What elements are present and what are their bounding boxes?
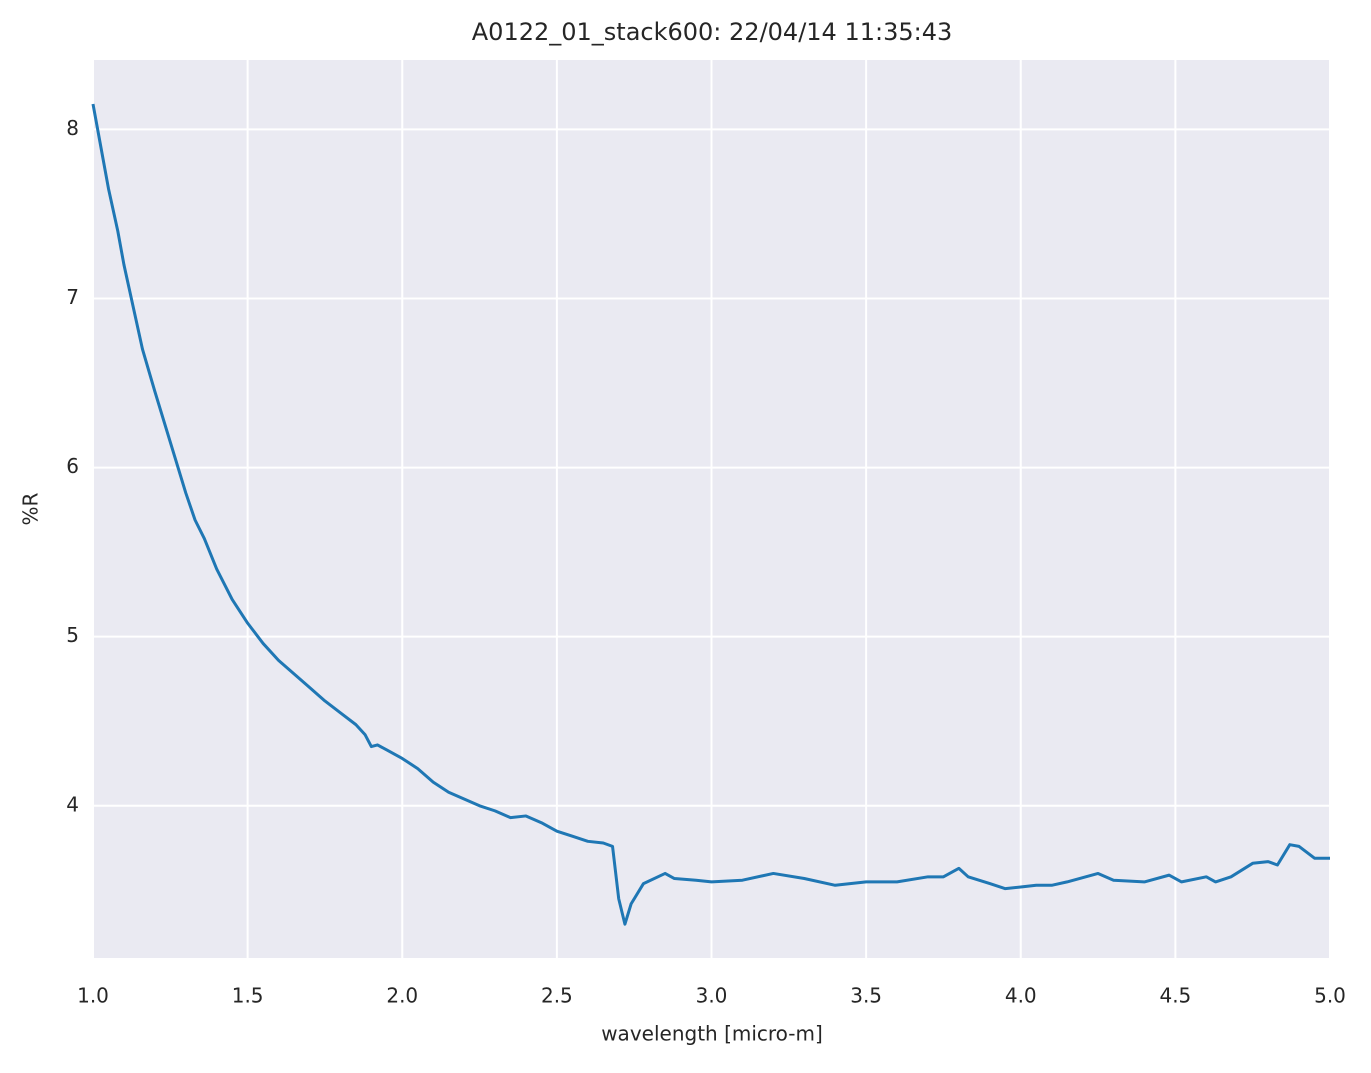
y-axis-label: %R xyxy=(19,492,43,525)
x-tick-label: 2.5 xyxy=(541,984,573,1008)
y-tick-label: 8 xyxy=(66,116,79,140)
x-tick-label: 2.0 xyxy=(386,984,418,1008)
y-tick-label: 7 xyxy=(66,285,79,309)
x-tick-label: 3.0 xyxy=(696,984,728,1008)
x-tick-label: 1.0 xyxy=(77,984,109,1008)
y-tick-label: 6 xyxy=(66,454,79,478)
x-tick-label: 3.5 xyxy=(850,984,882,1008)
x-tick-label: 5.0 xyxy=(1314,984,1346,1008)
x-tick-label: 1.5 xyxy=(232,984,264,1008)
chart-title: A0122_01_stack600: 22/04/14 11:35:43 xyxy=(472,18,952,46)
y-tick-label: 5 xyxy=(66,623,79,647)
x-tick-label: 4.5 xyxy=(1159,984,1191,1008)
line-series xyxy=(91,103,1330,926)
x-tick-label: 4.0 xyxy=(1005,984,1037,1008)
x-axis-label: wavelength [micro-m] xyxy=(601,1022,823,1046)
y-tick-label: 4 xyxy=(66,792,79,816)
